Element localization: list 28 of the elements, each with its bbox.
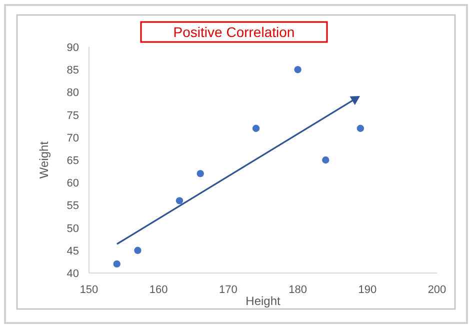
point bbox=[134, 246, 142, 254]
y-tick-label: 75 bbox=[66, 110, 79, 122]
point bbox=[176, 197, 184, 204]
y-tick-label: 65 bbox=[66, 155, 79, 167]
x-tick-label: 170 bbox=[219, 284, 238, 296]
x-tick-label: 160 bbox=[149, 284, 168, 296]
y-tick-label: 85 bbox=[66, 64, 79, 77]
point bbox=[322, 156, 330, 164]
y-tick-label: 45 bbox=[66, 245, 79, 258]
chart-title: Positive Correlation bbox=[173, 24, 295, 40]
y-axis-title: Weight bbox=[37, 140, 51, 179]
y-tick-label: 80 bbox=[66, 87, 79, 100]
y-tick-label: 70 bbox=[66, 132, 79, 144]
y-tick-label: 90 bbox=[66, 42, 79, 54]
x-tick-label: 200 bbox=[428, 284, 446, 296]
point bbox=[113, 260, 120, 268]
y-tick-label: 50 bbox=[66, 222, 79, 235]
y-tick-label: 40 bbox=[66, 268, 79, 280]
y-tick-label: 55 bbox=[66, 200, 79, 212]
point bbox=[356, 124, 364, 132]
x-axis-title: Height bbox=[246, 294, 282, 308]
point bbox=[294, 66, 302, 74]
y-tick-label: 60 bbox=[66, 178, 79, 190]
x-tick-label: 190 bbox=[358, 284, 377, 296]
x-tick-label: 180 bbox=[288, 284, 307, 296]
point bbox=[196, 170, 204, 178]
point bbox=[252, 124, 260, 132]
x-tick-label: 150 bbox=[80, 284, 98, 296]
